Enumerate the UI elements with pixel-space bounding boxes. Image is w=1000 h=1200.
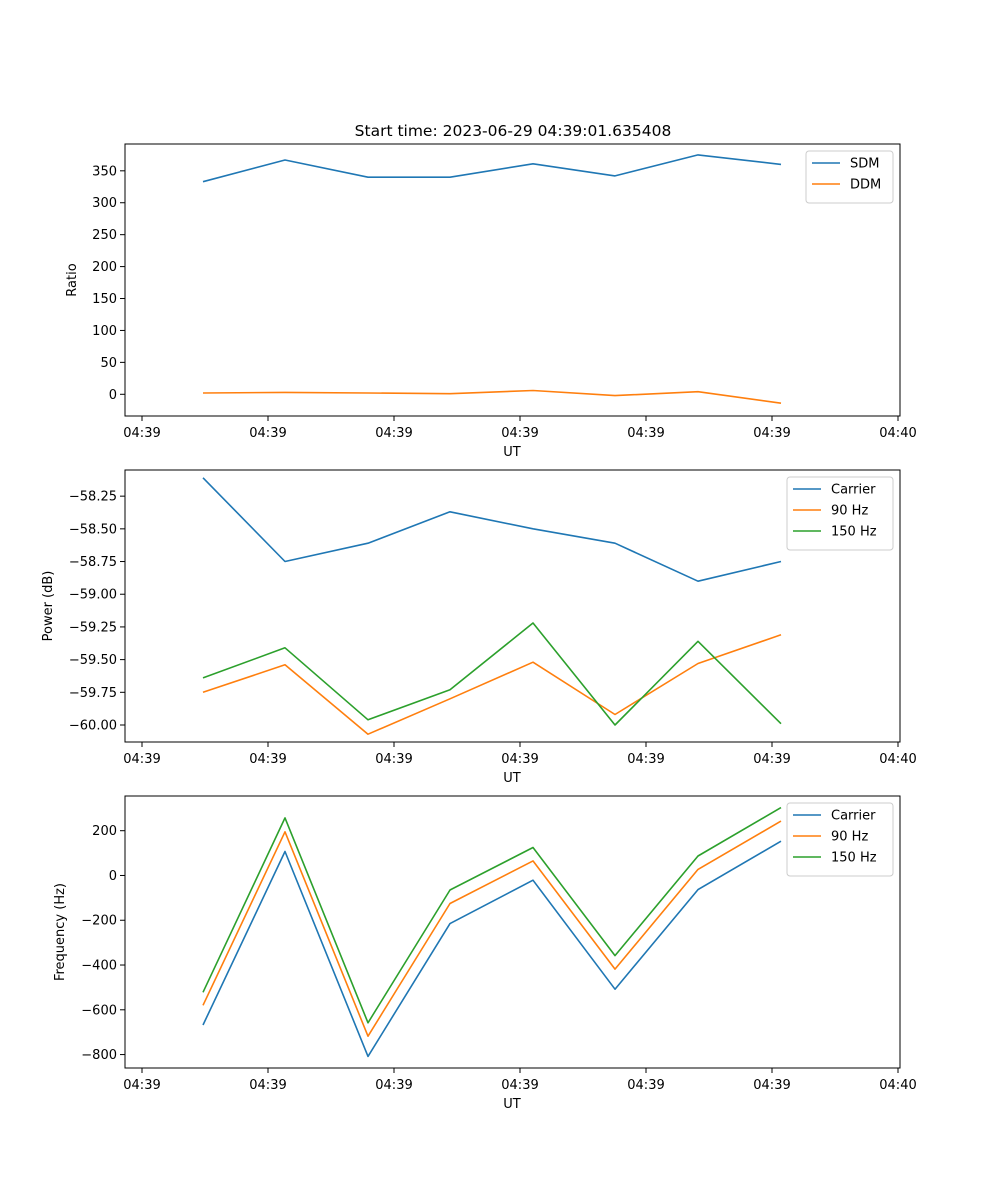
x-tick-label: 04:39: [375, 426, 412, 441]
x-tick-label: 04:40: [879, 752, 916, 767]
series-line-carrier: [202, 477, 782, 583]
x-tick-label: 04:39: [627, 1078, 664, 1093]
legend-label: Carrier: [831, 483, 876, 498]
plot-frame: [124, 795, 901, 1069]
panel-1: 04:39 04:39 04:39 04:39 04:39 04:39 04:40 0 50 10…: [65, 143, 917, 460]
y-tick-label: 100: [92, 324, 117, 339]
legend-label: 90 Hz: [831, 830, 868, 845]
legend-label: SDM: [850, 157, 879, 172]
legend: Carrier 90 Hz 150 Hz: [786, 476, 894, 551]
x-tick-label: 04:39: [753, 426, 790, 441]
x-tick-label: 04:39: [249, 1078, 286, 1093]
legend: SDM DDM: [805, 150, 894, 204]
plot-frame: [124, 469, 901, 743]
legend-label: 150 Hz: [831, 851, 877, 866]
y-tick-label: −59.00: [69, 588, 117, 603]
panel-2: 04:39 04:39 04:39 04:39 04:39 04:39 04:40 −60.0…: [41, 469, 917, 786]
y-tick-label: 350: [92, 164, 117, 179]
y-tick-label: 200: [92, 824, 117, 839]
y-tick-label: 0: [109, 388, 117, 403]
y-tick-label: −58.75: [69, 555, 117, 570]
series-line-90-hz: [202, 634, 782, 736]
x-tick-label: 04:39: [375, 1078, 412, 1093]
y-tick-label: 250: [92, 228, 117, 243]
figure-title: Start time: 2023-06-29 04:39:01.635408: [355, 122, 672, 140]
x-tick-label: 04:39: [753, 1078, 790, 1093]
x-tick-label: 04:39: [627, 426, 664, 441]
y-tick-label: −800: [81, 1048, 117, 1063]
legend-label: 150 Hz: [831, 525, 877, 540]
x-tick-label: 04:39: [501, 752, 538, 767]
series-line-carrier: [202, 840, 782, 1058]
x-tick-label: 04:39: [501, 1078, 538, 1093]
y-tick-label: −600: [81, 1003, 117, 1018]
y-axis-label: Ratio: [65, 263, 80, 296]
series-line-sdm: [202, 154, 782, 183]
y-tick-label: −59.25: [69, 620, 117, 635]
series-line-150-hz: [202, 806, 782, 1024]
x-tick-label: 04:39: [249, 426, 286, 441]
x-tick-label: 04:39: [123, 426, 160, 441]
x-tick-label: 04:40: [879, 426, 916, 441]
x-tick-label: 04:39: [627, 752, 664, 767]
legend-box: [805, 150, 894, 204]
y-tick-label: −59.75: [69, 686, 117, 701]
y-tick-label: −59.50: [69, 653, 117, 668]
y-tick-label: −60.00: [69, 719, 117, 734]
legend-label: 90 Hz: [831, 504, 868, 519]
series-line-90-hz: [202, 820, 782, 1037]
panel-3: 04:39 04:39 04:39 04:39 04:39 04:39 04:40 −800 −…: [53, 795, 917, 1112]
y-tick-label: 0: [109, 869, 117, 884]
chart-panels: 04:39 04:39 04:39 04:39 04:39 04:39 04:40 0 50 10…: [41, 143, 917, 1112]
y-tick-label: 300: [92, 196, 117, 211]
y-tick-label: 50: [100, 356, 117, 371]
x-tick-label: 04:39: [123, 1078, 160, 1093]
legend: Carrier 90 Hz 150 Hz: [786, 802, 894, 877]
x-tick-label: 04:39: [375, 752, 412, 767]
x-axis-label: UT: [503, 445, 521, 460]
y-axis-label: Frequency (Hz): [53, 883, 68, 981]
y-tick-label: −58.25: [69, 490, 117, 505]
x-axis-label: UT: [503, 1097, 521, 1112]
x-axis-label: UT: [503, 771, 521, 786]
y-axis-label: Power (dB): [41, 571, 56, 642]
y-tick-label: −58.50: [69, 522, 117, 537]
series-line-150-hz: [202, 622, 782, 726]
legend-label: Carrier: [831, 809, 876, 824]
x-tick-label: 04:39: [249, 752, 286, 767]
plot-frame: [124, 143, 901, 417]
legend-label: DDM: [850, 178, 881, 193]
series-line-ddm: [202, 389, 782, 404]
y-tick-label: 150: [92, 292, 117, 307]
x-tick-label: 04:39: [501, 426, 538, 441]
y-tick-label: −400: [81, 959, 117, 974]
y-tick-label: 200: [92, 260, 117, 275]
x-tick-label: 04:40: [879, 1078, 916, 1093]
x-tick-label: 04:39: [753, 752, 790, 767]
x-tick-label: 04:39: [123, 752, 160, 767]
y-tick-label: −200: [81, 914, 117, 929]
